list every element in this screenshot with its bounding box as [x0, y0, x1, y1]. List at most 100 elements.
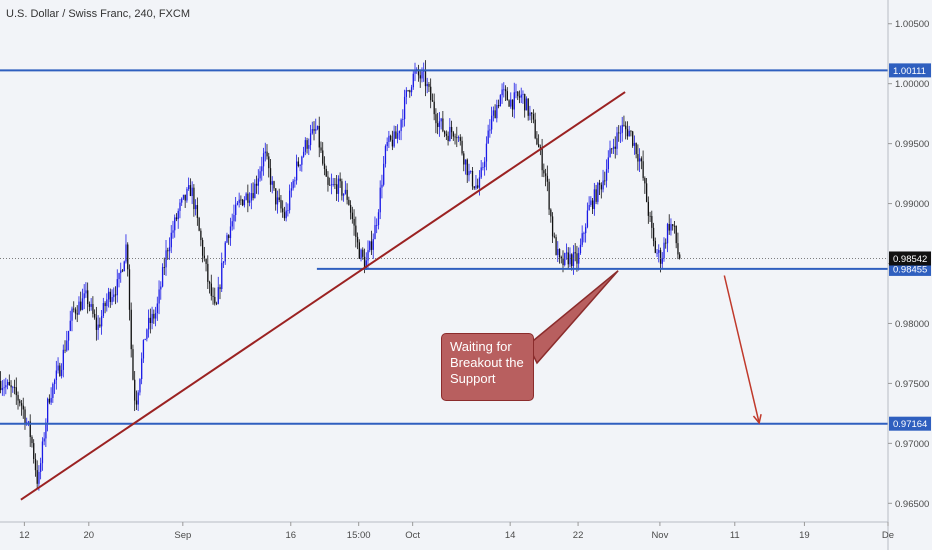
- candle-body: [339, 178, 341, 182]
- candle-body: [87, 290, 89, 305]
- candle-body: [118, 273, 120, 280]
- candle-body: [29, 421, 31, 437]
- candle-body: [130, 309, 132, 350]
- candle-body: [592, 200, 594, 209]
- candle-body: [22, 405, 24, 410]
- candle-body: [386, 142, 388, 147]
- candle-body: [6, 381, 9, 386]
- candle-body: [583, 233, 585, 234]
- candle-body: [53, 380, 56, 385]
- candle-body: [195, 205, 197, 210]
- candle-body: [114, 294, 117, 296]
- candle-body: [463, 153, 465, 165]
- candle-body: [396, 133, 399, 139]
- candle-body: [550, 209, 552, 217]
- price-tick-label: 1.00000: [895, 79, 929, 90]
- candle-body: [548, 181, 550, 210]
- candle-body: [597, 182, 599, 202]
- candle-body: [630, 130, 632, 132]
- candle-body: [362, 249, 364, 257]
- candle-body: [578, 253, 580, 264]
- candle-body: [142, 340, 145, 359]
- candle-body: [309, 133, 312, 146]
- candle-body: [41, 441, 44, 464]
- candle-body: [557, 249, 559, 255]
- candle-body: [208, 281, 211, 284]
- level-price-tag: 1.00111: [893, 66, 926, 77]
- candle-body: [470, 171, 472, 172]
- candle-body: [639, 158, 641, 162]
- candle-body: [233, 215, 235, 222]
- candle-body: [543, 170, 545, 174]
- candle-body: [562, 258, 564, 266]
- candle-body: [524, 94, 526, 111]
- candle-body: [489, 129, 491, 131]
- candle-body: [222, 261, 225, 263]
- candle-body: [97, 324, 99, 330]
- candle-body: [228, 235, 230, 239]
- candle-body: [235, 204, 237, 216]
- candle-body: [290, 188, 293, 191]
- candle-body: [477, 185, 479, 188]
- candle-body: [149, 317, 152, 324]
- callout-annotation[interactable]: Waiting for Breakout the Support: [441, 333, 534, 401]
- candle-body: [579, 244, 582, 254]
- candle-body: [581, 233, 583, 245]
- candle-body: [485, 143, 488, 162]
- candle-body: [123, 261, 125, 272]
- candle-body: [388, 135, 390, 143]
- candle-body: [163, 267, 165, 268]
- candle-body: [74, 309, 77, 314]
- candle-body: [508, 100, 510, 107]
- candle-body: [499, 95, 502, 107]
- candle-body: [343, 193, 345, 196]
- candle-body: [250, 193, 253, 201]
- candle-body: [135, 400, 138, 405]
- candle-body: [257, 178, 259, 186]
- current-price-tag: 0.98542: [893, 254, 927, 265]
- candle-body: [160, 286, 162, 290]
- candle-body: [595, 189, 597, 202]
- candle-body: [271, 181, 273, 185]
- candle-body: [565, 252, 568, 254]
- candle-body: [454, 136, 456, 138]
- candle-body: [60, 369, 63, 376]
- candle-body: [158, 289, 160, 304]
- candle-body: [410, 87, 413, 93]
- candle-body: [457, 137, 460, 139]
- candle-body: [672, 224, 674, 226]
- candle-body: [62, 349, 64, 370]
- candle-body: [564, 253, 566, 266]
- candle-body: [491, 115, 493, 130]
- candle-body: [198, 217, 200, 231]
- candle-body: [156, 303, 159, 314]
- candle-body: [409, 90, 411, 93]
- price-tick-label: 0.98000: [895, 319, 929, 330]
- candle-body: [322, 150, 324, 164]
- candle-body: [598, 182, 601, 185]
- candle-body: [539, 147, 542, 149]
- level-price-tag: 0.98455: [893, 264, 927, 275]
- candle-body: [113, 294, 115, 298]
- level-price-tag-bg: [889, 416, 931, 431]
- candle-body: [590, 200, 592, 205]
- candle-body: [497, 105, 500, 107]
- candle-body: [515, 91, 517, 93]
- candle-body: [33, 443, 35, 459]
- candle-body: [379, 187, 381, 213]
- candle-body: [496, 105, 498, 119]
- candle-body: [633, 143, 636, 146]
- candle-body: [531, 112, 533, 114]
- candle-body: [473, 186, 475, 189]
- candle-body: [369, 241, 371, 251]
- candle-body: [262, 153, 265, 167]
- candle-body: [503, 89, 505, 91]
- candle-body: [438, 121, 441, 127]
- candle-body: [67, 330, 70, 341]
- candle-body: [92, 304, 94, 314]
- candle-body: [395, 131, 397, 139]
- candle-body: [47, 398, 49, 423]
